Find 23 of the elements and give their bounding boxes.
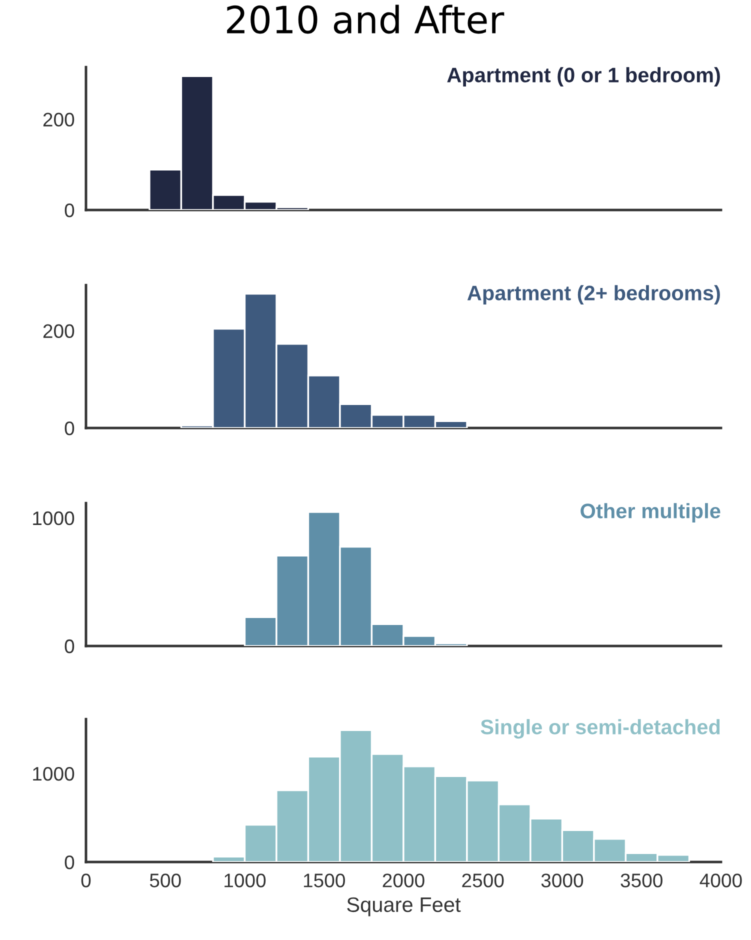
x-tick-label: 1500: [304, 874, 345, 888]
x-axis-title: Square Feet: [347, 897, 461, 916]
x-tick-label: 500: [150, 874, 181, 888]
text: Apartment (0 or 1 bedroom): [447, 67, 720, 87]
y-tick-label: 0: [64, 639, 74, 654]
y-tick-label: 200: [43, 324, 74, 338]
x-tick-label: 3000: [541, 874, 584, 888]
x-tick-label: 4000: [700, 874, 742, 888]
x-tick-label: 2000: [382, 874, 424, 888]
x-tick-label: 3500: [620, 874, 662, 888]
y-tick-label: 1000: [33, 511, 74, 526]
y-tick-label: 200: [43, 112, 74, 127]
y-tick-label: 0: [64, 203, 74, 218]
text: Apartment (2+ bedrooms): [467, 285, 720, 305]
series-label: Single or semi-detached: [480, 719, 720, 739]
y-tick-label: 0: [64, 421, 74, 436]
chart-title: 2010 and After: [227, 4, 504, 34]
x-tick-label: 2500: [462, 874, 504, 888]
x-tick-label: 0: [81, 874, 91, 888]
text: Other multiple: [580, 503, 720, 523]
x-tick-label: 1000: [224, 874, 266, 888]
y-tick-label: 1000: [33, 766, 74, 781]
y-tick-label: 0: [64, 855, 74, 870]
